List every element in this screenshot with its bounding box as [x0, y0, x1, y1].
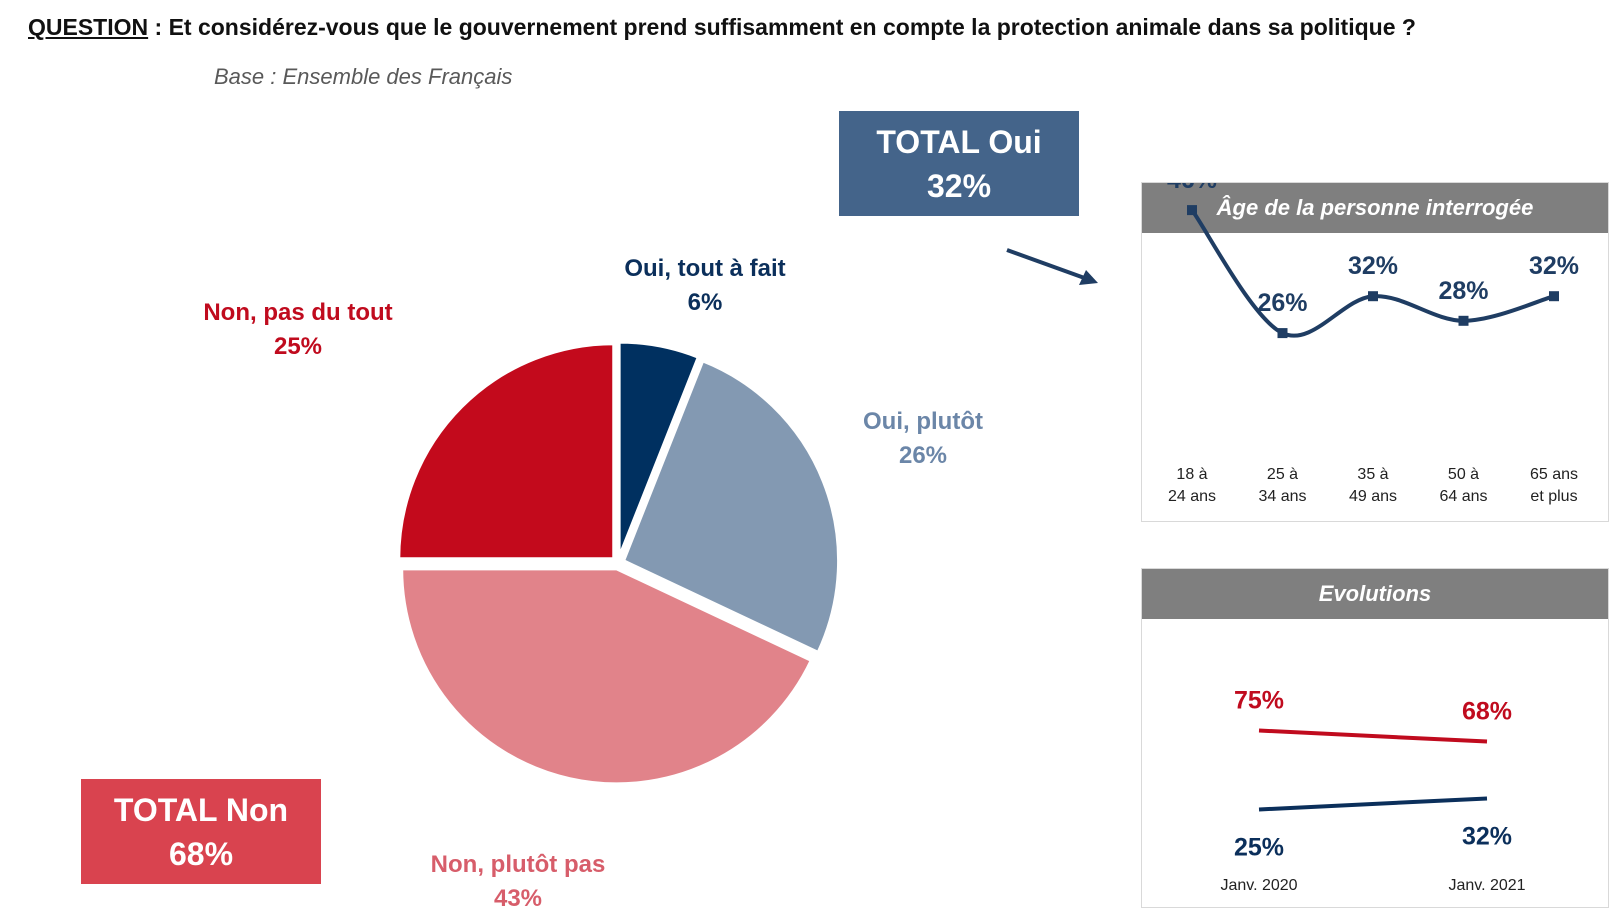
total-oui-value: 32%	[926, 167, 992, 204]
evolutions-panel: Evolutions 75% 68% 25% 32% Janv. 2020 Janv. 2…	[1141, 568, 1609, 908]
total-non-box: TOTAL Non 68%	[81, 779, 321, 884]
pie-label-text: Oui, tout à fait	[624, 255, 786, 282]
pie-label-oui-plutot: Oui, plutôt 26%	[838, 405, 1008, 473]
evolutions-line-chart: 75% 68% 25% 32% Janv. 2020 Janv. 2021	[1220, 687, 1525, 895]
pie-slice-1	[621, 358, 841, 655]
age-line-chart: 46% 18 à 24 ans 26% 25 à 34 ans 32% 35 à 49 ans 2…	[1167, 183, 1579, 505]
age-tick-label: 18 à	[1176, 466, 1207, 483]
age-data-label-3: 28%	[1438, 277, 1488, 305]
age-tick-label: 24 ans	[1168, 488, 1216, 505]
question-label: QUESTION	[28, 14, 149, 40]
age-tick-label: 25 à	[1267, 466, 1298, 483]
total-oui-label: TOTAL Oui	[876, 123, 1042, 160]
age-data-label-4: 32%	[1529, 252, 1579, 280]
evolutions-data-label-0-1: 68%	[1462, 698, 1512, 726]
pie-label-non-plutot-pas: Non, plutôt pas 43%	[408, 848, 628, 916]
age-data-label-0: 46%	[1167, 183, 1217, 194]
arrow-head-icon	[1079, 270, 1098, 285]
age-tick-label: 49 ans	[1349, 488, 1397, 505]
age-tick-label: et plus	[1530, 488, 1577, 505]
evolutions-data-label-1-1: 32%	[1462, 822, 1512, 850]
arrow-line	[1006, 248, 1091, 282]
pie-label-value: 26%	[898, 442, 948, 469]
evolutions-series-line-0	[1258, 728, 1488, 744]
evolutions-series-line-1	[1258, 796, 1488, 812]
pie-label-text: Non, pas du tout	[203, 299, 393, 326]
age-point-0	[1187, 205, 1197, 216]
total-non-label: TOTAL Non	[113, 791, 289, 828]
pie-slice-2	[400, 567, 814, 786]
age-panel: Âge de la personne interrogée 46% 18 à 24 …	[1141, 182, 1609, 522]
age-tick-label: 34 ans	[1258, 488, 1306, 505]
age-tick-label: 50 à	[1448, 466, 1479, 483]
age-tick-label: 65 ans	[1530, 466, 1578, 483]
evolutions-panel-title: Evolutions	[1142, 569, 1608, 619]
evolutions-data-label-1-0: 25%	[1234, 834, 1284, 862]
question-text: : Et considérez-vous que le gouvernement…	[148, 14, 1416, 40]
age-point-2	[1368, 291, 1378, 302]
pie-label-oui-tout-a-fait: Oui, tout à fait 6%	[600, 252, 810, 320]
age-tick-label: 35 à	[1357, 466, 1388, 483]
base-subtitle: Base : Ensemble des Français	[214, 64, 513, 89]
age-tick-label: 64 ans	[1439, 488, 1487, 505]
evolutions-tick-label: Janv. 2021	[1448, 877, 1525, 894]
pie-label-value: 43%	[493, 885, 543, 912]
age-panel-title: Âge de la personne interrogée	[1142, 183, 1608, 233]
age-point-3	[1458, 315, 1469, 326]
evolutions-tick-label: Janv. 2020	[1220, 877, 1297, 894]
pie-slice-3	[397, 342, 616, 561]
total-non-value: 68%	[168, 835, 234, 872]
evolutions-data-label-0-0: 75%	[1234, 687, 1284, 715]
age-data-label-1: 26%	[1257, 289, 1307, 317]
pie-label-non-pas-du-tout: Non, pas du tout 25%	[178, 296, 418, 364]
pie-label-value: 25%	[273, 333, 323, 360]
age-data-label-2: 32%	[1348, 252, 1398, 280]
pie-slice-0	[617, 340, 701, 558]
pie-label-value: 6%	[687, 289, 723, 316]
total-oui-box: TOTAL Oui 32%	[839, 111, 1079, 216]
question: QUESTION : Et considérez-vous que le gou…	[28, 14, 1416, 41]
pie-label-text: Oui, plutôt	[863, 408, 983, 435]
age-point-4	[1549, 291, 1559, 302]
age-point-1	[1277, 328, 1288, 339]
pie-label-text: Non, plutôt pas	[430, 851, 606, 878]
age-series-line	[1190, 208, 1555, 338]
